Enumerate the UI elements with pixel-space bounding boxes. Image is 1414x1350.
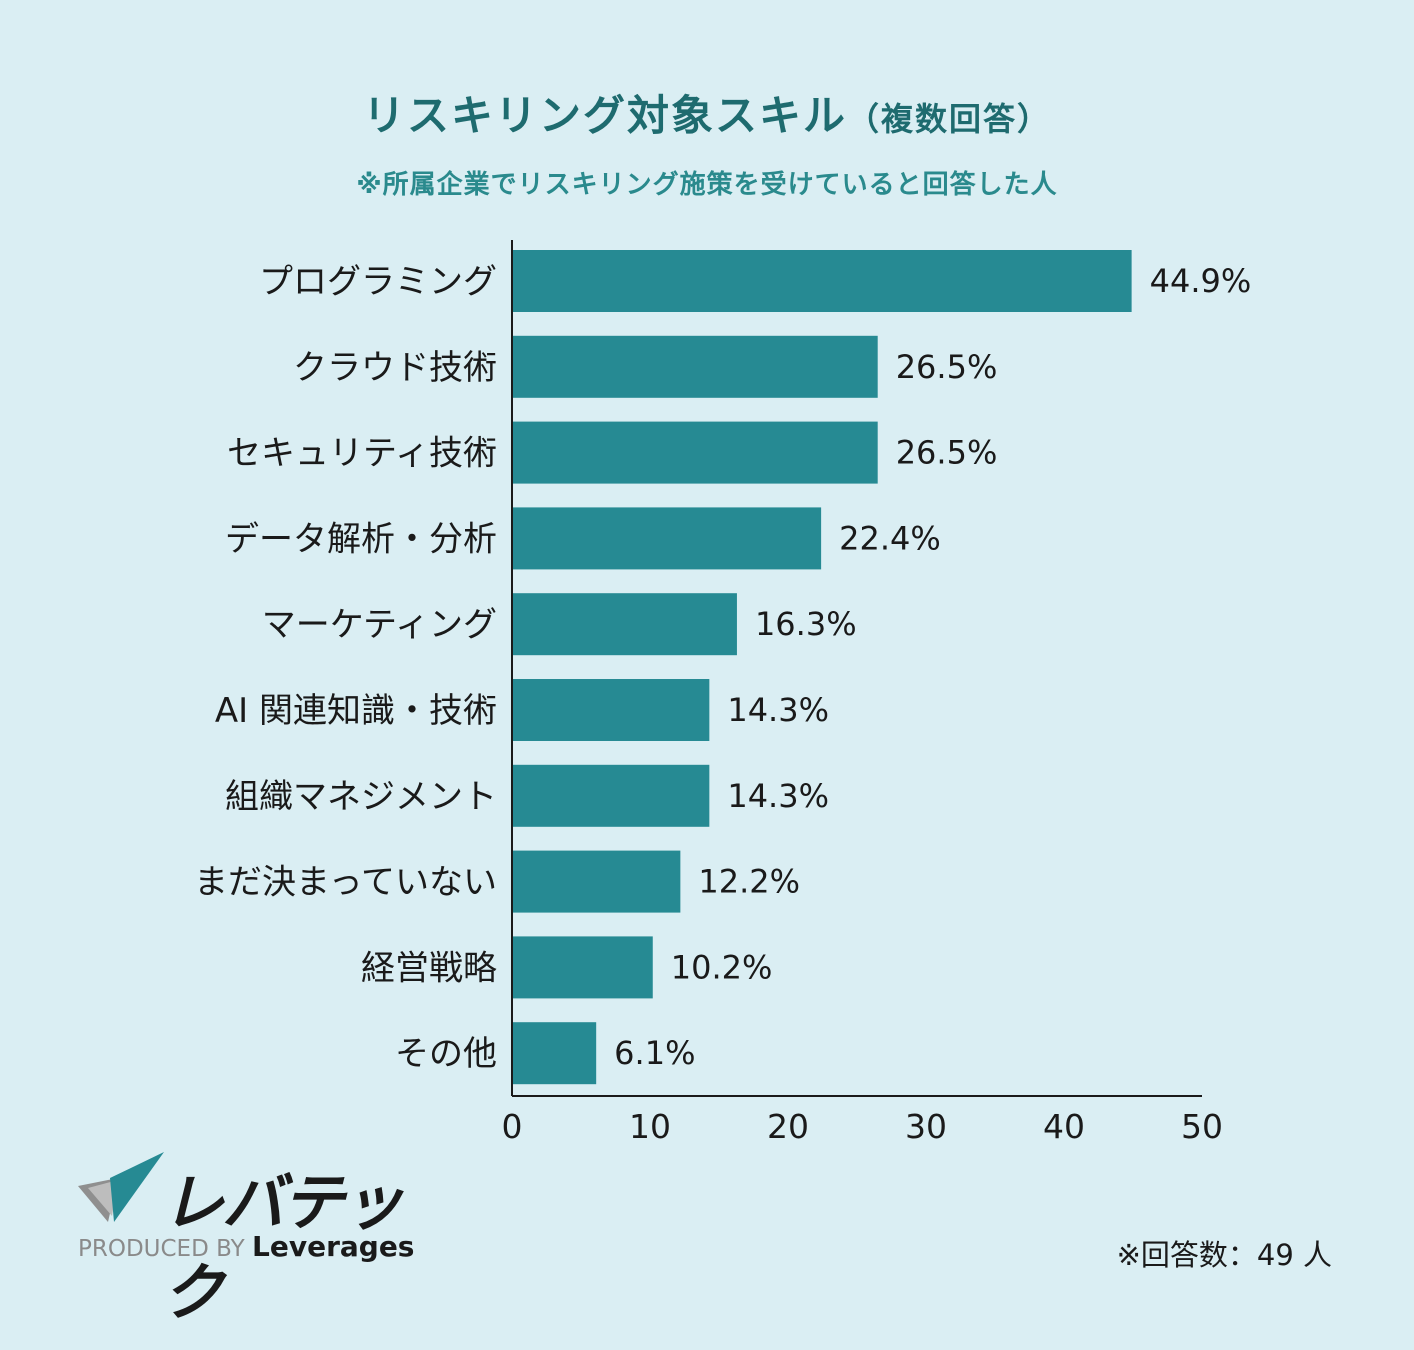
- x-tick-label: 50: [1181, 1107, 1223, 1146]
- chart-title-main: リスキリング対象スキル: [362, 91, 847, 140]
- x-tick-label: 30: [905, 1107, 947, 1146]
- bar: [512, 850, 681, 913]
- logo-check-icon: [78, 1152, 164, 1222]
- respondent-count-note: ※回答数：49 人: [1116, 1238, 1332, 1272]
- bar: [512, 764, 710, 827]
- category-label: セキュリティ技術: [227, 434, 497, 474]
- category-label: プログラミング: [259, 262, 497, 302]
- bar-chart: プログラミング 44.9% クラウド技術 26.5% セキュリティ技術 26.5% データ解…: [194, 240, 1252, 1146]
- data-label: 26.5%: [896, 348, 998, 386]
- bar: [512, 250, 1132, 312]
- category-label: クラウド技術: [293, 348, 497, 388]
- produced-by: PRODUCED BY Leverages: [78, 1230, 414, 1263]
- data-label: 16.3%: [755, 605, 857, 643]
- bar: [512, 507, 822, 570]
- x-tick-label: 0: [502, 1107, 523, 1146]
- x-tick-label: 40: [1043, 1107, 1085, 1146]
- bar: [512, 335, 878, 398]
- bar: [512, 936, 653, 999]
- produced-by-label: PRODUCED BY: [78, 1236, 245, 1262]
- bar: [512, 679, 710, 741]
- category-label: その他: [395, 1034, 497, 1074]
- data-label: 6.1%: [614, 1034, 695, 1072]
- x-tick-label: 20: [767, 1107, 809, 1146]
- bar: [512, 421, 878, 484]
- data-label: 26.5%: [896, 434, 998, 472]
- data-label: 14.3%: [727, 777, 829, 815]
- category-label: AI 関連知識・技術: [215, 691, 497, 731]
- x-tick-label: 10: [629, 1107, 671, 1146]
- data-label: 14.3%: [727, 691, 829, 729]
- chart-subtitle: ※所属企業でリスキリング施策を受けていると回答した人: [356, 170, 1058, 200]
- category-label: まだ決まっていない: [194, 863, 497, 903]
- bar: [512, 593, 737, 656]
- data-label: 10.2%: [671, 948, 773, 986]
- category-label: 組織マネジメント: [225, 777, 497, 817]
- data-label: 12.2%: [698, 863, 800, 901]
- bar: [512, 1022, 597, 1085]
- data-label: 22.4%: [839, 519, 941, 557]
- data-label: 44.9%: [1150, 262, 1252, 300]
- category-label: 経営戦略: [361, 948, 497, 988]
- logo-wordmark: レバテック: [162, 1166, 404, 1329]
- brand-logo: レバテック PRODUCED BY Leverages: [78, 1150, 438, 1329]
- chart-title: リスキリング対象スキル（複数回答）: [0, 82, 1414, 143]
- chart-title-paren: （複数回答）: [847, 100, 1052, 138]
- category-label: データ解析・分析: [225, 519, 497, 559]
- category-label: マーケティング: [262, 605, 497, 645]
- company-name: Leverages: [252, 1230, 415, 1263]
